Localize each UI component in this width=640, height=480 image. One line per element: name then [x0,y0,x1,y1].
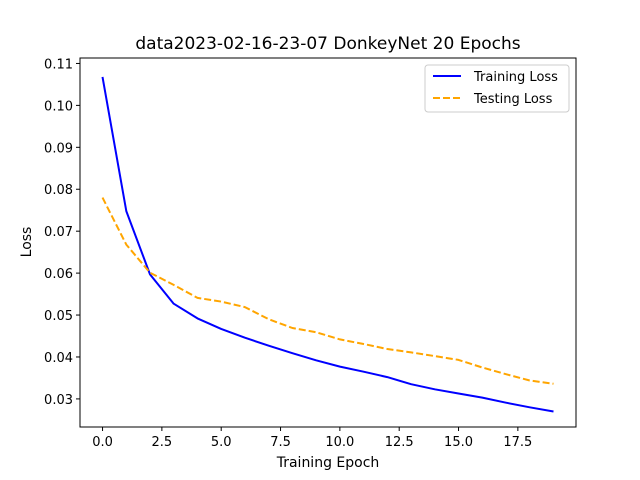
y-tick-label: 0.05 [44,309,73,324]
y-axis-ticks: 0.03 0.04 0.05 0.06 0.07 0.08 0.09 0.10 0.11 [44,57,80,408]
legend-label-training-loss: Training Loss [473,70,558,85]
y-tick-label: 0.11 [44,57,73,72]
y-tick-label: 0.07 [44,225,73,240]
x-tick-label: 0.0 [92,435,113,450]
x-axis-label: Training Epoch [276,455,380,471]
y-tick-label: 0.04 [44,351,73,366]
chart-title: data2023-02-16-23-07 DonkeyNet 20 Epochs [135,34,520,54]
y-tick-label: 0.10 [44,99,73,114]
y-tick-label: 0.08 [44,183,73,198]
legend-label-testing-loss: Testing Loss [473,92,553,107]
x-tick-label: 15.0 [444,435,473,450]
y-axis-label: Loss [19,227,35,258]
x-tick-label: 10.0 [325,435,354,450]
axes-frame [79,57,577,428]
y-tick-label: 0.09 [44,141,73,156]
x-axis-ticks: 0.0 2.5 5.0 7.5 10.0 12.5 15.0 17.5 [92,427,532,450]
plot-lines [101,76,554,413]
x-tick-label: 5.0 [211,435,232,450]
x-tick-label: 7.5 [270,435,291,450]
series-line-testing-loss [101,197,554,385]
x-tick-label: 12.5 [385,435,414,450]
x-tick-label: 2.5 [152,435,173,450]
x-tick-label: 17.5 [503,435,532,450]
series-line-training-loss [101,76,554,413]
legend: Training Loss Testing Loss [424,64,570,113]
y-tick-label: 0.06 [44,267,73,282]
y-tick-label: 0.03 [44,393,73,408]
